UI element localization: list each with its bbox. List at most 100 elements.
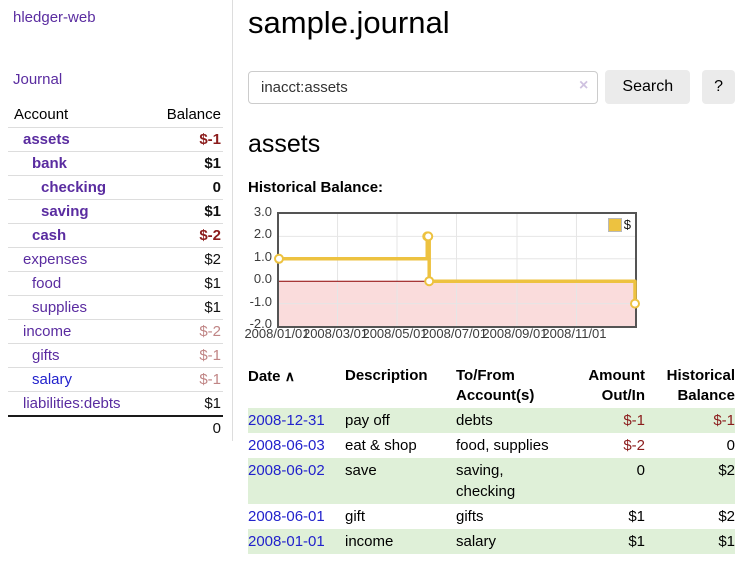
chart-legend: $ xyxy=(607,217,631,232)
account-link[interactable]: bank xyxy=(32,155,68,172)
account-row: assets $-1 xyxy=(8,127,223,152)
txn-description: eat & shop xyxy=(345,437,417,454)
transaction-row: 2008-06-01 gift gifts $1 $2 xyxy=(248,504,735,529)
txn-accounts: salary xyxy=(456,533,497,550)
accounts-header-balance: Balance xyxy=(166,106,221,123)
account-row: bank $1 xyxy=(8,151,223,176)
account-row: food $1 xyxy=(8,271,223,296)
accounts-table-body: assets $-1 bank $1 checking 0 saving $1 cash $-2 e… xyxy=(8,127,223,416)
account-link[interactable]: saving xyxy=(41,203,89,220)
txn-description: gift xyxy=(345,508,366,525)
account-link[interactable]: income xyxy=(23,323,72,340)
account-balance: $1 xyxy=(151,391,223,416)
txn-date-link[interactable]: 2008-06-02 xyxy=(248,462,325,479)
y-axis-tick: 0.0 xyxy=(253,271,272,287)
account-balance: $-2 xyxy=(151,319,223,344)
account-link[interactable]: supplies xyxy=(32,299,88,316)
account-link[interactable]: cash xyxy=(32,227,67,244)
x-axis-tick: 2008/09/01 xyxy=(482,326,548,341)
txn-date-cell: 2008-06-01 xyxy=(248,504,345,529)
y-axis-tick: -1.0 xyxy=(249,293,272,309)
search-button[interactable]: Search xyxy=(605,70,691,104)
txn-date-cell: 2008-06-03 xyxy=(248,433,345,458)
txn-amount: $-2 xyxy=(623,437,645,454)
accounts-table: Account Balance assets $-1 bank $1 checking 0… xyxy=(8,103,223,440)
txn-date-link[interactable]: 2008-12-31 xyxy=(248,412,325,429)
txn-description: save xyxy=(345,462,377,479)
main-content: sample.journal × Search ? assets Histori… xyxy=(244,0,735,554)
app-title-link[interactable]: hledger-web xyxy=(13,9,96,26)
account-row: supplies $1 xyxy=(8,295,223,320)
account-balance: $1 xyxy=(151,199,223,224)
account-row: salary $-1 xyxy=(8,367,223,392)
account-balance: $2 xyxy=(151,247,223,272)
clear-search-icon[interactable]: × xyxy=(579,76,589,94)
txn-header-description: Description xyxy=(345,367,428,384)
account-row: expenses $2 xyxy=(8,247,223,272)
transaction-row: 2008-06-02 save saving, checking 0 $2 xyxy=(248,458,735,504)
txn-date-cell: 2008-06-02 xyxy=(248,458,345,504)
x-axis-tick: 2008/01/01 xyxy=(244,326,310,341)
accounts-total-balance: 0 xyxy=(151,415,223,440)
account-link[interactable]: checking xyxy=(41,179,107,196)
account-balance: 0 xyxy=(151,175,223,200)
search-input[interactable] xyxy=(248,70,599,104)
page-title: sample.journal xyxy=(248,5,450,40)
x-axis-tick: 2008/03/01 xyxy=(302,326,369,341)
txn-description: income xyxy=(345,533,394,550)
txn-date-link[interactable]: 2008-06-03 xyxy=(248,437,325,454)
txn-header-accounts: To/From Account(s) xyxy=(456,367,535,404)
x-axis-tick: 2008/05/01 xyxy=(362,326,428,341)
accounts-total-row: 0 xyxy=(8,415,223,440)
search-input-wrap: × xyxy=(248,70,599,104)
account-balance: $1 xyxy=(151,271,223,296)
transactions-table: Date ∧ Description To/From Account(s) Am… xyxy=(248,364,735,554)
txn-amount: $1 xyxy=(628,508,645,525)
txn-date-link[interactable]: 2008-01-01 xyxy=(248,533,325,550)
txn-balance: $1 xyxy=(718,533,735,550)
txn-accounts: debts xyxy=(456,412,493,429)
sort-asc-icon: ∧ xyxy=(284,368,295,384)
txn-amount: 0 xyxy=(636,462,645,479)
account-link[interactable]: liabilities:debts xyxy=(23,395,121,412)
search-form: × Search ? xyxy=(248,70,735,104)
txn-date-cell: 2008-01-01 xyxy=(248,529,345,554)
account-link[interactable]: salary xyxy=(32,371,73,388)
txn-accounts: saving, checking xyxy=(456,462,516,500)
txn-balance: $-1 xyxy=(713,412,735,429)
legend-swatch-icon xyxy=(607,217,622,232)
y-axis-tick: 2.0 xyxy=(253,226,272,242)
account-balance: $-1 xyxy=(151,127,223,152)
account-balance: $1 xyxy=(151,295,223,320)
account-balance: $1 xyxy=(151,151,223,176)
x-axis-tick: 2008/07/01 xyxy=(421,326,488,341)
help-button[interactable]: ? xyxy=(702,70,735,104)
txn-balance: $2 xyxy=(718,508,735,525)
sidebar: hledger-web Journal Account Balance asse… xyxy=(0,0,233,441)
plot-area: $ xyxy=(274,212,640,328)
accounts-header-account: Account xyxy=(14,106,69,123)
account-row: liabilities:debts $1 xyxy=(8,391,223,416)
txn-description: pay off xyxy=(345,412,390,429)
account-link[interactable]: expenses xyxy=(23,251,88,268)
txn-amount: $1 xyxy=(628,533,645,550)
legend-label: $ xyxy=(623,217,631,232)
account-row: income $-2 xyxy=(8,319,223,344)
txn-header-amount: Amount Out/In xyxy=(588,367,645,404)
account-link[interactable]: assets xyxy=(23,131,70,148)
account-link[interactable]: food xyxy=(32,275,62,292)
txn-date-cell: 2008-12-31 xyxy=(248,408,345,433)
txn-balance: $2 xyxy=(718,462,735,479)
txn-balance: 0 xyxy=(726,437,735,454)
txn-date-link[interactable]: 2008-06-01 xyxy=(248,508,325,525)
x-axis-tick: 2008/11/01 xyxy=(542,326,607,341)
account-title: assets xyxy=(248,130,321,158)
y-axis-tick: -2.0 xyxy=(249,316,272,331)
historical-balance-chart: $ 3.0 2.0 1.0 0.0 -1.0 -2.0 2008/01/01 2008/03/… xyxy=(244,205,640,341)
account-link[interactable]: gifts xyxy=(32,347,60,364)
account-row: checking 0 xyxy=(8,175,223,200)
account-row: cash $-2 xyxy=(8,223,223,248)
journal-link[interactable]: Journal xyxy=(13,71,63,88)
chart-label: Historical Balance: xyxy=(248,179,384,196)
txn-header-date[interactable]: Date ∧ xyxy=(248,368,295,385)
